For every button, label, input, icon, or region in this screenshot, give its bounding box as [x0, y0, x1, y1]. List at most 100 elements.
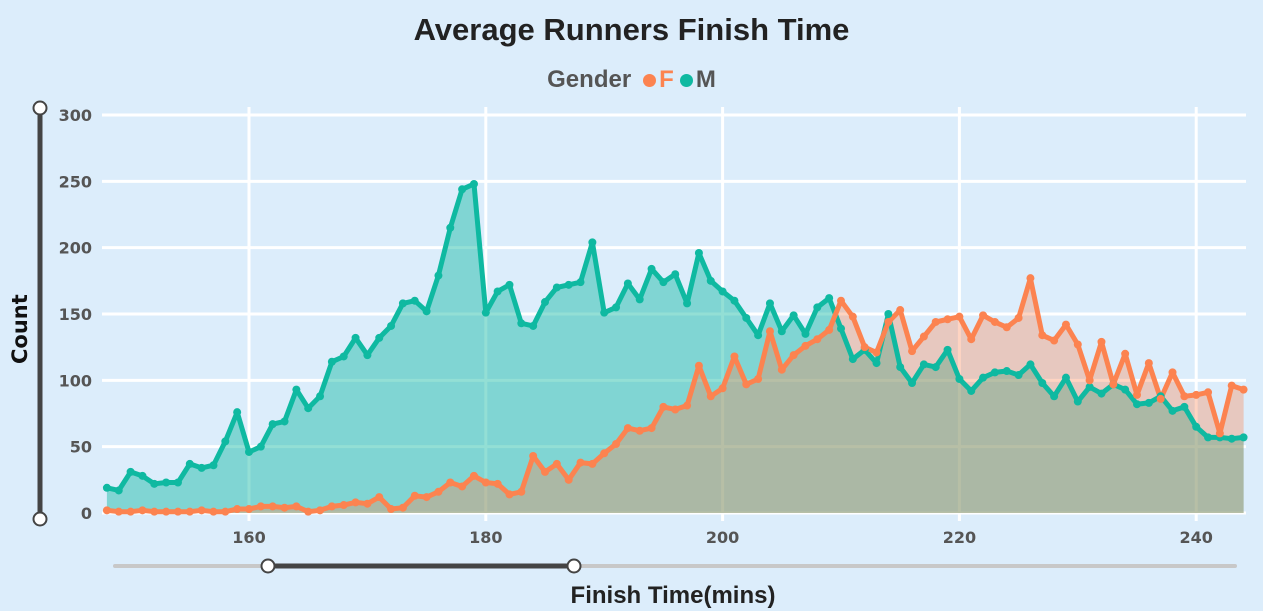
m-data-point[interactable]: [623, 279, 632, 288]
m-data-point[interactable]: [481, 308, 490, 317]
m-data-point[interactable]: [564, 280, 573, 289]
m-data-point[interactable]: [1121, 385, 1130, 394]
f-data-point[interactable]: [150, 507, 159, 516]
m-data-point[interactable]: [1192, 422, 1201, 431]
f-data-point[interactable]: [1227, 381, 1236, 390]
m-data-point[interactable]: [1038, 378, 1047, 387]
m-data-point[interactable]: [706, 276, 715, 285]
m-data-point[interactable]: [1061, 373, 1070, 382]
m-data-point[interactable]: [848, 355, 857, 364]
m-data-point[interactable]: [398, 299, 407, 308]
f-data-point[interactable]: [765, 327, 774, 336]
f-data-point[interactable]: [268, 502, 277, 511]
m-data-point[interactable]: [256, 442, 265, 451]
f-series-points[interactable]: [102, 274, 1248, 516]
m-data-point[interactable]: [908, 378, 917, 387]
f-data-point[interactable]: [1038, 331, 1047, 340]
f-data-point[interactable]: [1215, 429, 1224, 438]
m-data-point[interactable]: [292, 385, 301, 394]
m-data-point[interactable]: [173, 478, 182, 487]
m-data-point[interactable]: [493, 287, 502, 296]
f-data-point[interactable]: [908, 347, 917, 356]
f-data-point[interactable]: [458, 482, 467, 491]
f-data-point[interactable]: [1085, 376, 1094, 385]
m-data-point[interactable]: [683, 299, 692, 308]
m-data-point[interactable]: [185, 459, 194, 468]
m-data-point[interactable]: [1227, 434, 1236, 443]
f-data-point[interactable]: [706, 392, 715, 401]
m-data-point[interactable]: [1239, 433, 1248, 442]
f-data-point[interactable]: [422, 493, 431, 502]
f-data-point[interactable]: [1192, 390, 1201, 399]
m-data-point[interactable]: [280, 417, 289, 426]
m-data-point[interactable]: [694, 248, 703, 257]
m-data-point[interactable]: [150, 479, 159, 488]
f-data-point[interactable]: [1168, 368, 1177, 377]
m-data-point[interactable]: [813, 303, 822, 312]
m-data-point[interactable]: [896, 363, 905, 372]
f-data-point[interactable]: [860, 343, 869, 352]
m-data-point[interactable]: [872, 359, 881, 368]
f-data-point[interactable]: [1109, 380, 1118, 389]
m-data-point[interactable]: [754, 331, 763, 340]
f-data-point[interactable]: [469, 471, 478, 480]
f-data-point[interactable]: [1026, 274, 1035, 283]
f-data-point[interactable]: [813, 335, 822, 344]
legend-item-f[interactable]: F: [643, 66, 674, 94]
f-data-point[interactable]: [1133, 390, 1141, 399]
f-data-point[interactable]: [363, 499, 372, 508]
m-data-point[interactable]: [931, 363, 940, 372]
y-slider-max-handle[interactable]: [32, 100, 48, 116]
m-data-point[interactable]: [718, 287, 727, 296]
m-data-point[interactable]: [990, 368, 999, 377]
m-data-point[interactable]: [1014, 371, 1023, 380]
m-data-point[interactable]: [375, 333, 384, 342]
m-data-point[interactable]: [576, 278, 585, 287]
f-data-point[interactable]: [1002, 323, 1011, 332]
m-data-point[interactable]: [387, 321, 396, 330]
m-data-point[interactable]: [339, 352, 348, 361]
m-data-point[interactable]: [1144, 398, 1153, 407]
m-data-point[interactable]: [138, 471, 147, 480]
m-data-point[interactable]: [221, 437, 230, 446]
m-data-point[interactable]: [1133, 400, 1141, 409]
f-data-point[interactable]: [872, 348, 881, 357]
m-data-point[interactable]: [1002, 367, 1011, 376]
x-range-slider[interactable]: [113, 558, 1237, 574]
m-data-point[interactable]: [600, 308, 609, 317]
m-data-point[interactable]: [505, 280, 514, 289]
f-data-point[interactable]: [197, 506, 206, 515]
m-data-point[interactable]: [209, 461, 218, 470]
m-data-point[interactable]: [304, 404, 313, 413]
m-data-point[interactable]: [730, 296, 739, 305]
m-data-point[interactable]: [588, 238, 597, 247]
f-data-point[interactable]: [777, 365, 786, 374]
f-data-point[interactable]: [209, 507, 218, 516]
f-data-point[interactable]: [801, 341, 810, 350]
m-data-point[interactable]: [268, 420, 277, 429]
m-data-point[interactable]: [245, 447, 253, 456]
f-data-point[interactable]: [1156, 394, 1165, 403]
f-data-point[interactable]: [1180, 392, 1189, 401]
f-data-point[interactable]: [339, 501, 348, 510]
m-data-point[interactable]: [316, 392, 325, 401]
f-data-point[interactable]: [316, 506, 325, 515]
m-data-point[interactable]: [517, 319, 526, 328]
y-slider-min-handle[interactable]: [32, 511, 48, 527]
f-data-point[interactable]: [647, 424, 656, 433]
f-data-point[interactable]: [529, 451, 538, 460]
f-data-point[interactable]: [730, 352, 739, 361]
f-data-point[interactable]: [351, 498, 360, 507]
f-data-point[interactable]: [564, 475, 573, 484]
m-data-point[interactable]: [967, 386, 976, 395]
f-data-point[interactable]: [138, 506, 147, 515]
f-data-point[interactable]: [102, 506, 111, 515]
f-data-point[interactable]: [754, 375, 763, 384]
f-data-point[interactable]: [126, 507, 135, 516]
m-data-point[interactable]: [1050, 392, 1059, 401]
f-data-point[interactable]: [398, 503, 407, 512]
f-data-point[interactable]: [387, 505, 396, 514]
f-data-point[interactable]: [789, 351, 798, 360]
f-data-point[interactable]: [1121, 349, 1130, 358]
f-data-point[interactable]: [1204, 388, 1213, 397]
